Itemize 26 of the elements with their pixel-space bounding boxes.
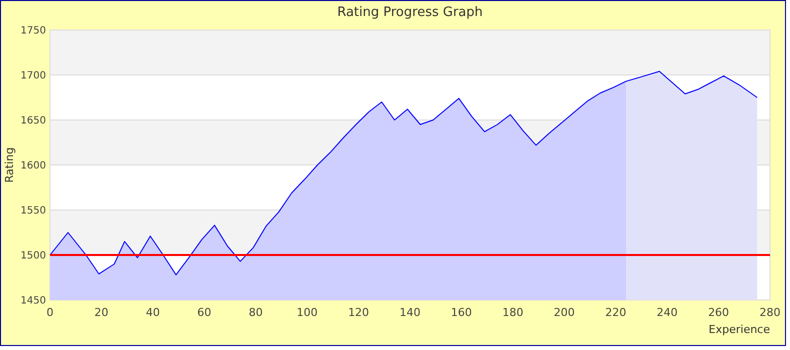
x-tick-label: 100 xyxy=(296,306,318,319)
y-tick-label: 1550 xyxy=(20,206,46,216)
x-tick-label: 240 xyxy=(656,306,678,319)
x-tick-label: 0 xyxy=(46,306,54,319)
line-series xyxy=(50,70,758,276)
chart-title: Rating Progress Graph xyxy=(337,5,483,20)
x-tick-label: 120 xyxy=(348,306,370,319)
x-tick-label: 160 xyxy=(450,306,472,319)
y-tick-label: 1600 xyxy=(20,160,46,172)
y-axis-title: Rating xyxy=(3,147,16,183)
x-tick-label: 260 xyxy=(708,306,730,319)
x-tick-label: 20 xyxy=(94,306,108,319)
y-tick-label: 1750 xyxy=(20,26,46,36)
y-tick-label: 1650 xyxy=(20,116,46,126)
x-tick-label: 280 xyxy=(760,306,780,319)
x-tick-label: 200 xyxy=(554,306,575,319)
y-tick-label: 1450 xyxy=(20,296,46,306)
x-tick-label: 180 xyxy=(502,306,524,319)
x-tick-label: 140 xyxy=(400,306,420,319)
x-tick-label: 60 xyxy=(197,306,212,319)
x-axis-title: Experience xyxy=(708,323,770,336)
x-tick-label: 80 xyxy=(248,306,263,319)
x-tick-label: 220 xyxy=(605,306,626,319)
y-tick-label: 1500 xyxy=(20,250,46,262)
y-tick-label: 1700 xyxy=(20,70,46,82)
x-tick-label: 40 xyxy=(146,306,160,319)
